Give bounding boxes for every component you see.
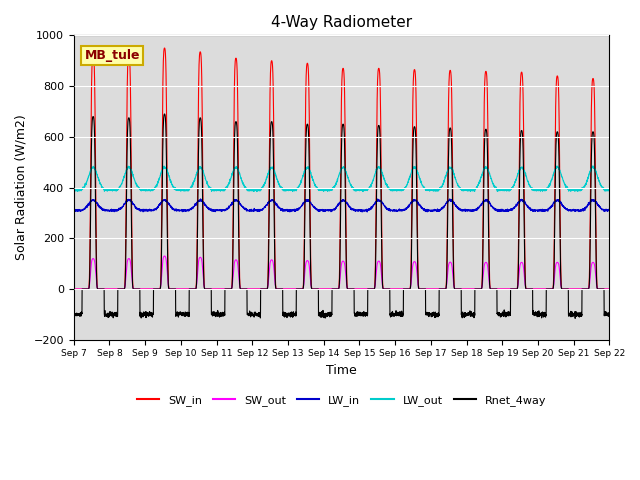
Text: MB_tule: MB_tule [84,49,140,62]
Y-axis label: Solar Radiation (W/m2): Solar Radiation (W/m2) [15,115,28,261]
Title: 4-Way Radiometer: 4-Way Radiometer [271,15,412,30]
X-axis label: Time: Time [326,364,357,377]
Legend: SW_in, SW_out, LW_in, LW_out, Rnet_4way: SW_in, SW_out, LW_in, LW_out, Rnet_4way [132,391,551,410]
